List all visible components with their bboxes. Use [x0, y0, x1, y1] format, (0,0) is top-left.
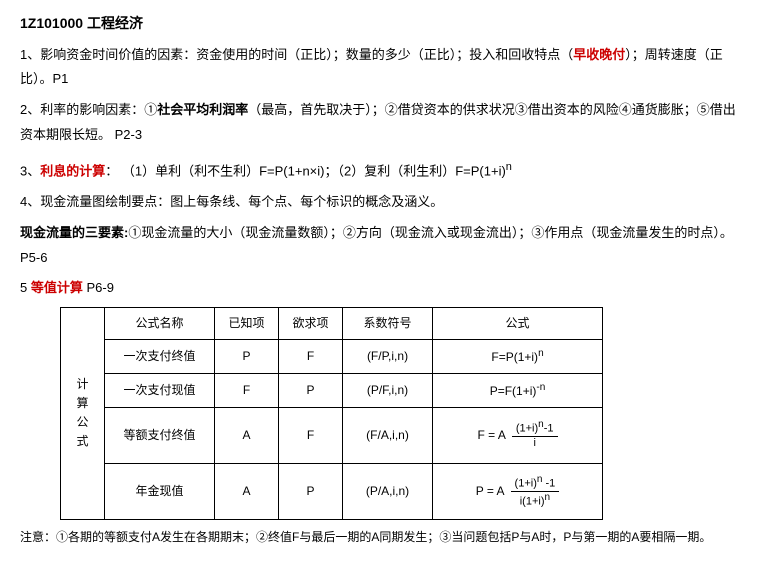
- table-vhead: 计 算 公 式: [61, 308, 105, 519]
- f4lhs: P = A: [476, 480, 505, 503]
- r2c3: P: [279, 373, 343, 407]
- table-row: 年金现值 A P (P/A,i,n) P = A (1+i) n -1 i(1+i…: [61, 463, 603, 519]
- r1c2: P: [215, 339, 279, 373]
- r3c2: A: [215, 407, 279, 463]
- f4nc: -1: [542, 477, 555, 489]
- f4na: (1+i): [515, 477, 537, 489]
- r2c2: F: [215, 373, 279, 407]
- f3nc: -1: [544, 423, 554, 435]
- r3c5: F = A (1+i)n-1 i: [433, 407, 603, 463]
- f3na: (1+i): [516, 423, 538, 435]
- r2c1: 一次支付现值: [105, 373, 215, 407]
- p6c: P6-9: [83, 280, 114, 295]
- th-known: 已知项: [215, 308, 279, 340]
- para-3: 3、利息的计算： （1）单利（利不生利）F=P(1+n×i)；（2）复利（利生利…: [20, 157, 740, 184]
- r1c4: (F/P,i,n): [343, 339, 433, 373]
- f4-fraction: (1+i)n -1 i(1+i)n: [511, 474, 560, 509]
- f4db: n: [545, 492, 551, 503]
- r4c5: P = A (1+i)n -1 i(1+i)n: [433, 463, 603, 519]
- r1c5: F=P(1+i)n: [433, 339, 603, 373]
- p6a: 5: [20, 280, 31, 295]
- p6b-highlight: 等值计算: [31, 280, 83, 295]
- th-formula: 公式: [433, 308, 603, 340]
- th-name: 公式名称: [105, 308, 215, 340]
- f2a: P=F(1+i): [490, 384, 537, 398]
- formula-table: 计 算 公 式 公式名称 已知项 欲求项 系数符号 公式 一次支付终值 P F …: [60, 307, 603, 519]
- r4c4: (P/A,i,n): [343, 463, 433, 519]
- f4da: i(1+i): [520, 495, 545, 507]
- table-row: 一次支付终值 P F (F/P,i,n) F=P(1+i)n: [61, 339, 603, 373]
- r4c1: 年金现值: [105, 463, 215, 519]
- r4c2: A: [215, 463, 279, 519]
- r1c3: F: [279, 339, 343, 373]
- p3a: 3、: [20, 164, 40, 179]
- f1b: n: [538, 348, 544, 359]
- p2a: 2、利率的影响因素：①: [20, 102, 157, 117]
- p1b-highlight: 早收晚付: [573, 47, 625, 62]
- f3lhs: F = A: [477, 424, 505, 447]
- r1c1: 一次支付终值: [105, 339, 215, 373]
- r4c3: P: [279, 463, 343, 519]
- p3b-highlight: 利息的计算: [40, 164, 105, 179]
- p3c: ： （1）单利（利不生利）F=P(1+n×i)；（2）复利（利生利）F=P(1+…: [105, 164, 506, 179]
- f2b: -n: [536, 382, 545, 393]
- para-4: 4、现金流量图绘制要点：图上每条线、每个点、每个标识的概念及涵义。: [20, 190, 740, 215]
- p3-exponent: n: [506, 161, 512, 173]
- th-want: 欲求项: [279, 308, 343, 340]
- para-6: 5 等值计算 P6-9: [20, 276, 740, 301]
- table-row: 一次支付现值 F P (P/F,i,n) P=F(1+i)-n: [61, 373, 603, 407]
- para-1: 1、影响资金时间价值的因素：资金使用的时间（正比）；数量的多少（正比）；投入和回…: [20, 43, 740, 92]
- para-5: 现金流量的三要素:①现金流量的大小（现金流量数额）；②方向（现金流入或现金流出）…: [20, 221, 740, 270]
- p5a-bold: 现金流量的三要素:: [20, 225, 128, 240]
- r2c5: P=F(1+i)-n: [433, 373, 603, 407]
- r3c4: (F/A,i,n): [343, 407, 433, 463]
- r2c4: (P/F,i,n): [343, 373, 433, 407]
- f3-fraction: (1+i)n-1 i: [512, 419, 558, 450]
- p1a: 1、影响资金时间价值的因素：资金使用的时间（正比）；数量的多少（正比）；投入和回…: [20, 47, 573, 62]
- page-title: 1Z101000 工程经济: [20, 10, 740, 37]
- r3c3: F: [279, 407, 343, 463]
- para-2: 2、利率的影响因素：①社会平均利润率（最高，首先取决于）；②借贷资本的供求状况③…: [20, 98, 740, 147]
- f1a: F=P(1+i): [491, 350, 538, 364]
- table-row: 等额支付终值 A F (F/A,i,n) F = A (1+i)n-1 i: [61, 407, 603, 463]
- th-symbol: 系数符号: [343, 308, 433, 340]
- r3c1: 等额支付终值: [105, 407, 215, 463]
- p2b-bold: 社会平均利润率: [157, 102, 248, 117]
- f3d: i: [529, 437, 539, 450]
- note: 注意：①各期的等额支付A发生在各期期末；②终值F与最后一期的A同期发生；③当问题…: [20, 526, 740, 549]
- table-header-row: 计 算 公 式 公式名称 已知项 欲求项 系数符号 公式: [61, 308, 603, 340]
